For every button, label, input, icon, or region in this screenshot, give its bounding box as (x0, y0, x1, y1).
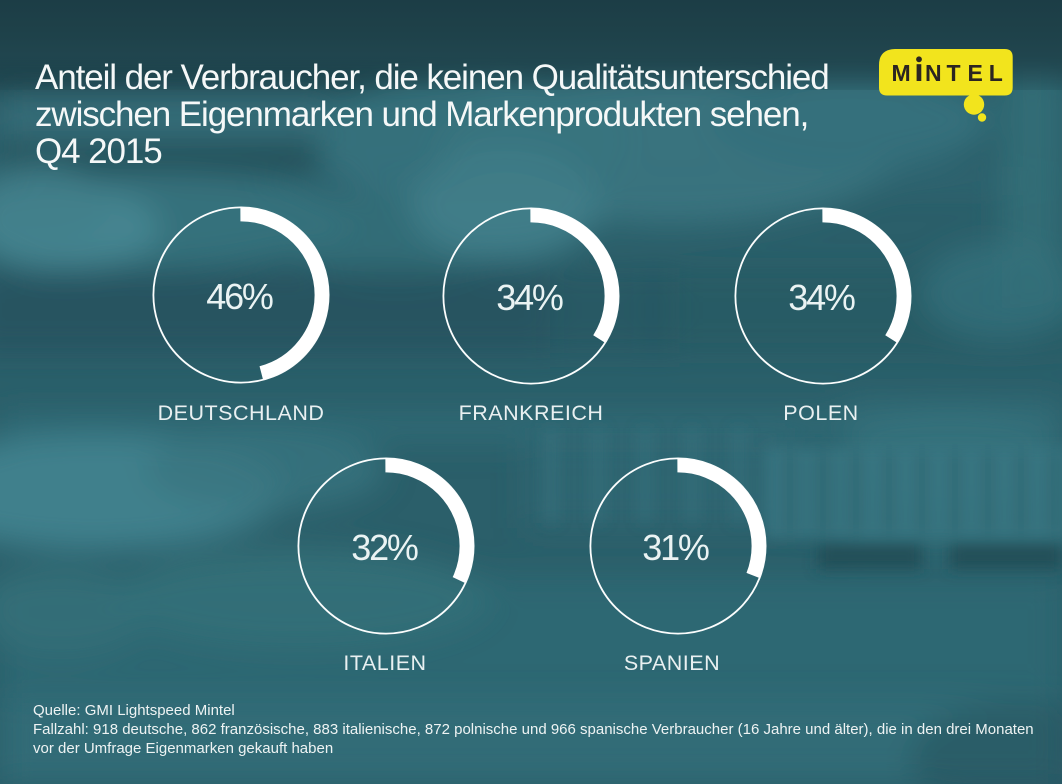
svg-text:M: M (892, 60, 911, 86)
svg-text:L: L (989, 60, 1003, 86)
svg-text:T: T (947, 60, 961, 86)
svg-text:N: N (925, 60, 942, 86)
svg-text:E: E (968, 60, 983, 86)
